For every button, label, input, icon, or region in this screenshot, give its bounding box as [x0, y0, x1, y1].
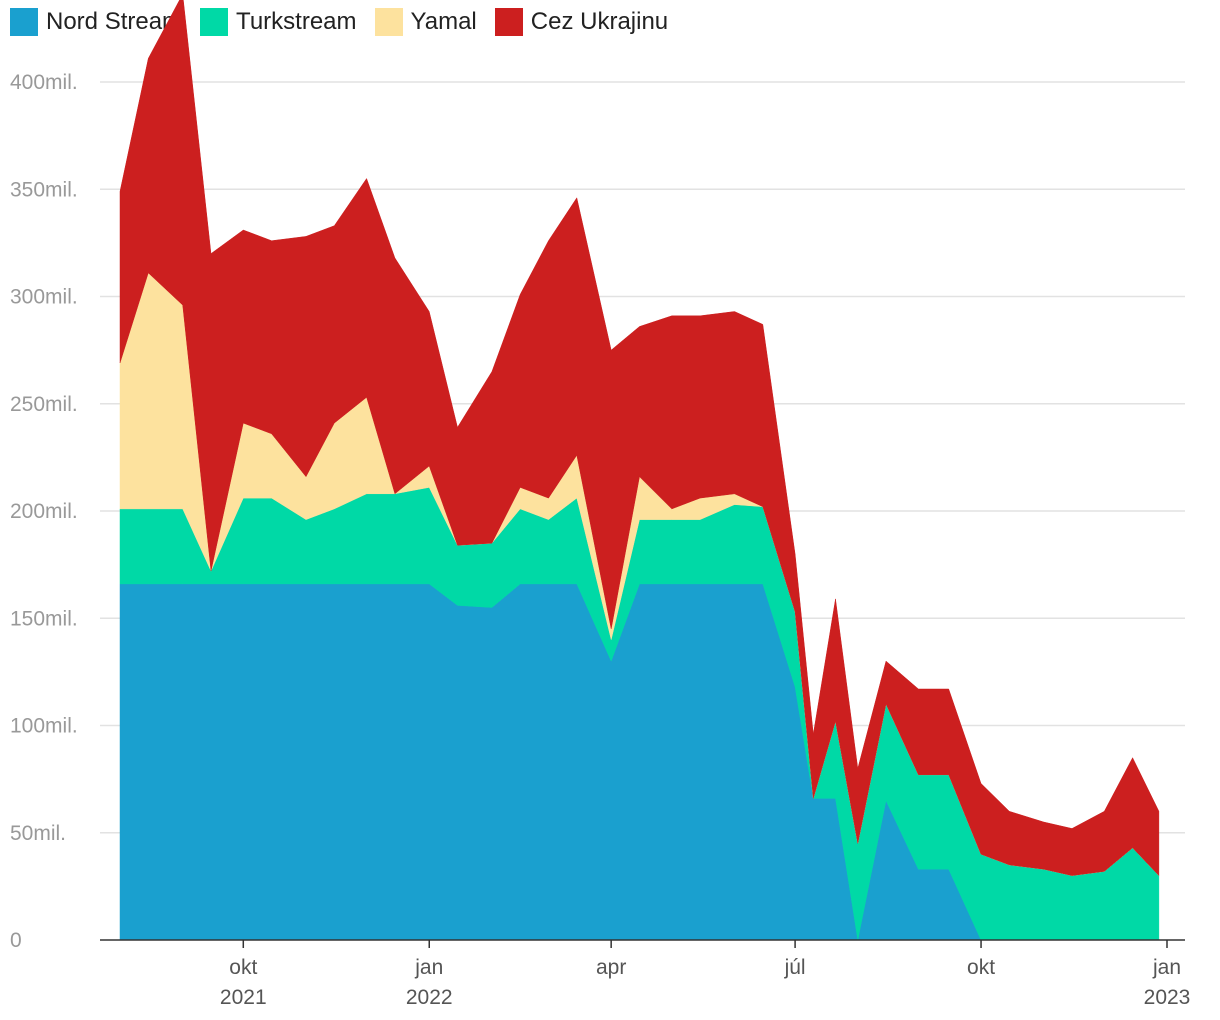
- legend-swatch: [200, 8, 229, 36]
- y-tick-label: 50mil.: [10, 822, 66, 845]
- y-tick-label: 300mil.: [10, 286, 78, 309]
- y-tick-label: 200mil.: [10, 500, 78, 523]
- y-tick-label: 150mil.: [10, 607, 78, 630]
- legend-item[interactable]: Turkstream: [200, 8, 357, 36]
- y-tick-label: 0: [10, 929, 22, 952]
- x-tick-year: 2021: [220, 986, 267, 1009]
- x-tick-year: 2023: [1144, 986, 1191, 1009]
- x-tick-year: 2022: [406, 986, 453, 1009]
- legend-label: Nord Stream: [46, 8, 183, 35]
- legend-label: Yamal: [410, 8, 477, 35]
- y-tick-label: 350mil.: [10, 178, 78, 201]
- legend-swatch: [374, 8, 403, 36]
- area-cez-ukrajinu: [119, 0, 1160, 877]
- chart-legend: Nord Stream Turkstream Yamal Cez Ukrajinu: [10, 8, 668, 36]
- legend-item[interactable]: Yamal: [374, 8, 477, 36]
- x-tick-label: okt: [229, 956, 257, 979]
- series-areas: [119, 0, 1160, 941]
- y-tick-label: 250mil.: [10, 393, 78, 416]
- x-axis: okt 2021 jan 2022 apr júl okt jan 2023: [100, 939, 1191, 1009]
- x-tick-label: okt: [967, 956, 995, 979]
- x-tick-label: apr: [596, 956, 626, 979]
- legend-swatch: [10, 8, 38, 36]
- y-tick-label: 400mil.: [10, 71, 78, 94]
- legend-label: Cez Ukrajinu: [530, 8, 669, 35]
- y-axis: 0 50mil. 100mil. 150mil. 200mil. 250mil. 300mi…: [10, 71, 78, 952]
- y-tick-label: 100mil.: [10, 715, 78, 738]
- x-tick-label: júl: [784, 956, 806, 979]
- legend-item[interactable]: Cez Ukrajinu: [494, 8, 669, 36]
- legend-swatch: [494, 8, 523, 36]
- x-tick-label: jan: [1152, 956, 1181, 979]
- x-tick-label: jan: [414, 956, 443, 979]
- legend-label: Turkstream: [236, 8, 357, 35]
- legend-item[interactable]: Nord Stream: [10, 8, 182, 36]
